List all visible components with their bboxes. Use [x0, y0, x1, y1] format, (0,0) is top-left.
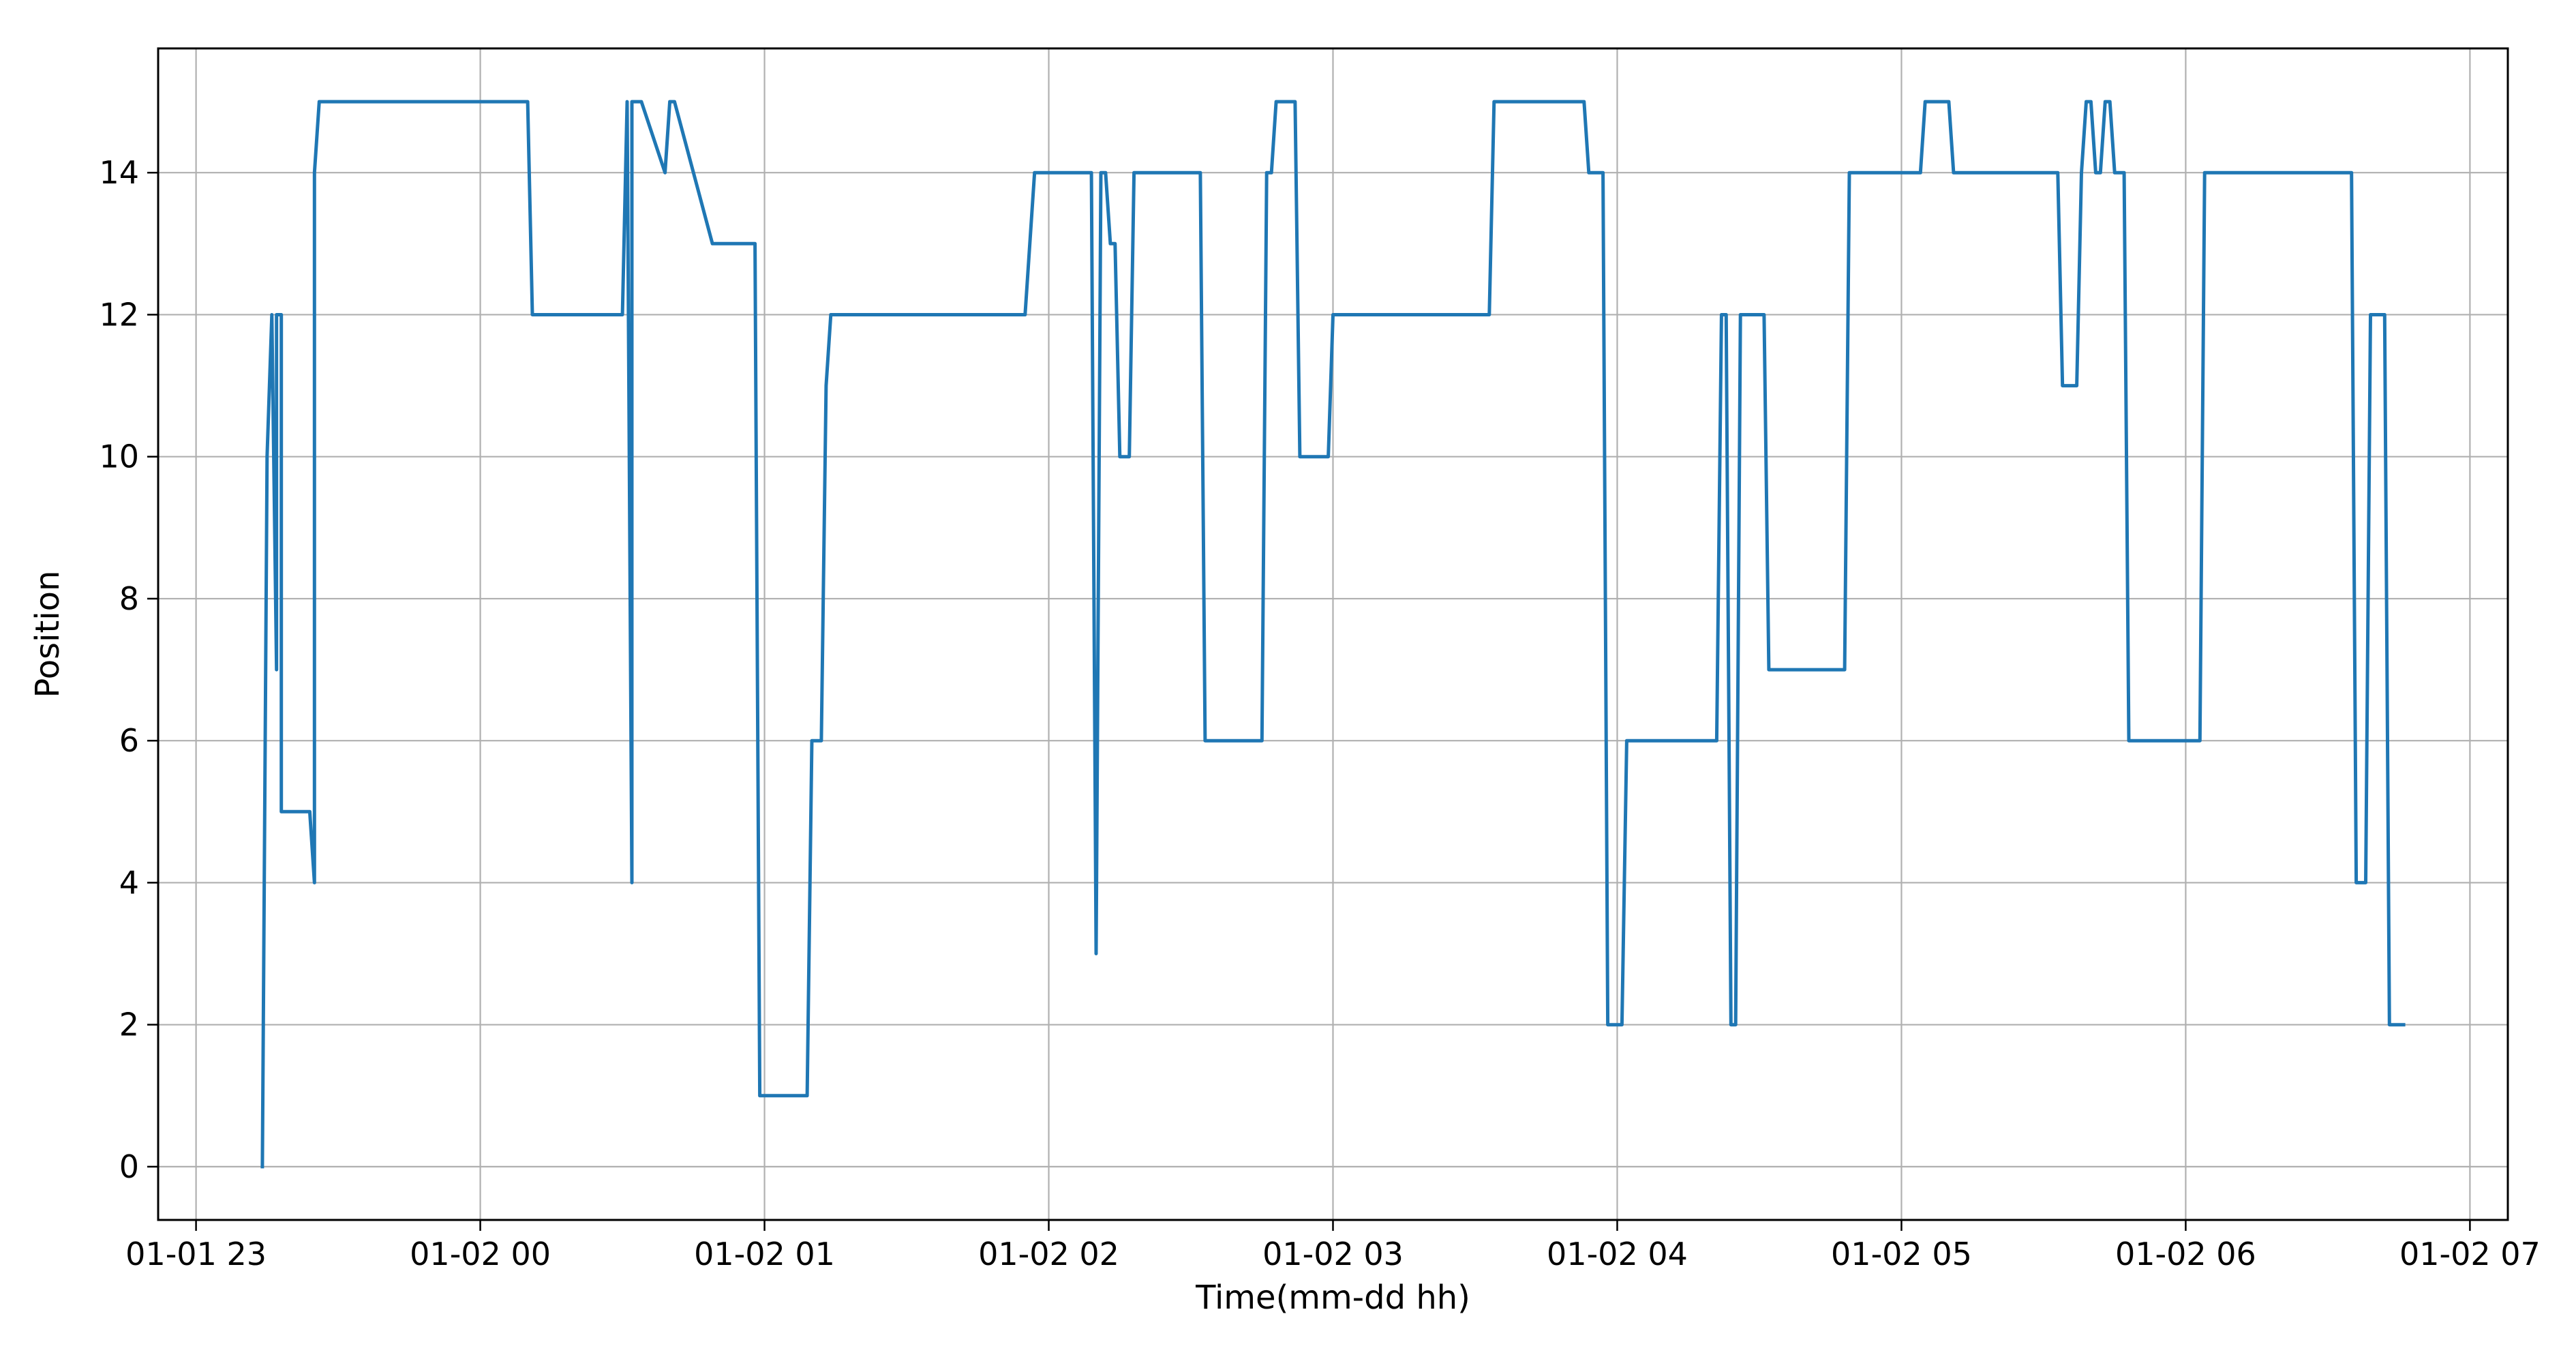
y-tick-label: 2 — [119, 1006, 139, 1043]
x-axis-label: Time(mm-dd hh) — [1195, 1279, 1470, 1317]
x-tick-label: 01-02 01 — [694, 1236, 835, 1272]
y-tick-label: 4 — [119, 864, 139, 901]
series-line-0 — [260, 100, 2406, 1169]
x-tick-label: 01-02 06 — [2115, 1236, 2256, 1272]
y-tick-label: 6 — [119, 722, 139, 759]
x-tick-label: 01-02 04 — [1547, 1236, 1688, 1272]
x-axis: 01-01 23 01-02 00 01-02 01 01-02 02 01-02 03… — [125, 1220, 2541, 1272]
y-tick-label: 12 — [99, 296, 139, 333]
y-tick-label: 0 — [119, 1148, 139, 1185]
x-tick-label: 01-01 23 — [125, 1236, 267, 1272]
x-tick-label: 01-02 02 — [978, 1236, 1119, 1272]
x-tick-label: 01-02 03 — [1262, 1236, 1404, 1272]
y-tick-label: 14 — [99, 154, 139, 191]
x-tick-label: 01-02 05 — [1831, 1236, 1972, 1272]
y-tick-label: 8 — [119, 580, 139, 617]
y-tick-label: 10 — [99, 438, 139, 475]
series-line — [260, 100, 2406, 1169]
x-tick-label: 01-02 00 — [410, 1236, 551, 1272]
y-axis-label: Position — [29, 571, 67, 698]
x-tick-label: 01-02 07 — [2399, 1236, 2541, 1272]
y-axis: 0 2 4 6 8 10 12 14 — [99, 154, 158, 1185]
grid — [158, 48, 2508, 1220]
